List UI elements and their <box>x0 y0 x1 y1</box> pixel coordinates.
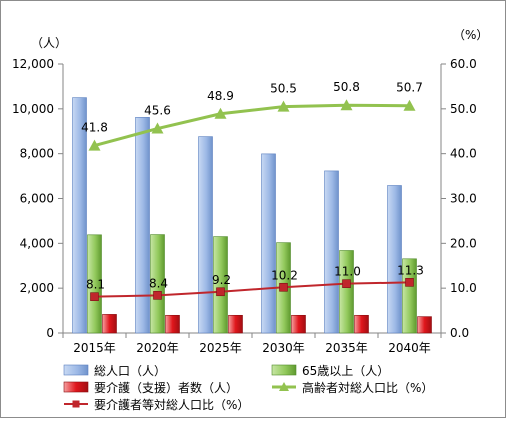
care-ratio-point <box>405 278 414 287</box>
y-left-tick-label: 2,000 <box>20 281 54 295</box>
bar-total-pop <box>324 170 339 334</box>
care-ratio-line <box>94 281 410 298</box>
bar-age65 <box>87 234 102 334</box>
elder-ratio-label: 50.5 <box>270 82 297 96</box>
elder-ratio-label: 41.8 <box>81 121 108 135</box>
elder-ratio-point <box>151 122 164 134</box>
bar-care <box>102 314 117 334</box>
bar-care <box>291 314 306 334</box>
care-ratio-label: 11.0 <box>334 265 361 279</box>
care-ratio-point <box>216 287 225 297</box>
legend-swatch <box>63 364 89 376</box>
bar-age65 <box>213 236 228 334</box>
x-tick-label: 2035年 <box>325 341 368 355</box>
care-ratio-label: 10.2 <box>271 268 298 282</box>
legend-swatch <box>63 381 89 393</box>
legend-swatch <box>271 364 297 376</box>
bar-care <box>165 314 180 334</box>
elder-ratio-label: 50.7 <box>396 81 423 95</box>
bar-age65 <box>150 234 165 334</box>
y-left-tick-label: 10,000 <box>12 102 54 116</box>
legend-label: 65歳以上（人） <box>302 364 389 378</box>
bar-age65 <box>339 250 354 334</box>
bar-total-pop <box>198 136 213 334</box>
y-right-tick-label: 40.0 <box>450 147 477 161</box>
elder-ratio-point <box>214 107 227 119</box>
bar-total-pop <box>387 185 402 334</box>
bar-age65 <box>402 258 417 334</box>
bar-total-pop <box>135 117 150 334</box>
legend-marker <box>72 400 80 408</box>
legend-label: 高齢者対総人口比（%） <box>302 380 433 395</box>
care-ratio-point <box>153 291 162 300</box>
legend-label: 要介護（支援）者数（人） <box>94 380 238 395</box>
y-right-tick-label: 30.0 <box>450 192 477 206</box>
elder-ratio-point <box>88 139 101 151</box>
care-ratio-label: 11.3 <box>397 263 424 277</box>
bar-total-pop <box>72 97 87 334</box>
y-right-tick-label: 50.0 <box>450 102 477 116</box>
care-ratio-point <box>279 282 288 292</box>
care-ratio-label: 9.2 <box>212 273 231 287</box>
y-left-tick-label: 4,000 <box>20 236 54 250</box>
care-ratio-label: 8.1 <box>86 278 105 292</box>
elder-ratio-label: 45.6 <box>144 104 171 118</box>
legend-marker <box>279 382 289 391</box>
y-left-tick-label: 8,000 <box>20 147 54 161</box>
x-tick-label: 2030年 <box>262 341 305 355</box>
y-left-unit-label: （人） <box>31 36 67 50</box>
y-right-tick-label: 0.0 <box>450 326 469 340</box>
elder-ratio-point <box>277 100 290 112</box>
elder-ratio-label: 50.8 <box>333 80 360 94</box>
bar-total-pop <box>261 153 276 334</box>
y-right-tick-label: 20.0 <box>450 236 477 250</box>
x-tick-label: 2020年 <box>136 341 179 355</box>
x-tick-label: 2025年 <box>199 341 242 355</box>
bar-care <box>417 316 432 334</box>
care-ratio-label: 8.4 <box>149 276 168 290</box>
elder-ratio-line <box>94 103 410 148</box>
y-left-tick-label: 0 <box>46 326 54 340</box>
bar-care <box>228 314 243 334</box>
y-right-tick-label: 60.0 <box>450 57 477 71</box>
y-left-tick-label: 12,000 <box>12 57 54 71</box>
elder-ratio-label: 48.9 <box>207 89 234 103</box>
legend-label: 総人口（人） <box>94 364 166 378</box>
elder-ratio-point <box>340 99 353 111</box>
x-tick-label: 2015年 <box>73 341 116 355</box>
elder-ratio-point <box>403 99 416 111</box>
y-right-unit-label: （%） <box>453 28 488 42</box>
legend-label: 要介護者等対総人口比（%） <box>94 397 249 412</box>
y-left-tick-label: 6,000 <box>20 192 54 206</box>
care-ratio-point <box>90 292 99 301</box>
x-tick-label: 2040年 <box>388 341 431 355</box>
care-ratio-point <box>342 279 351 288</box>
y-right-tick-label: 10.0 <box>450 281 477 295</box>
bar-care <box>354 314 369 334</box>
